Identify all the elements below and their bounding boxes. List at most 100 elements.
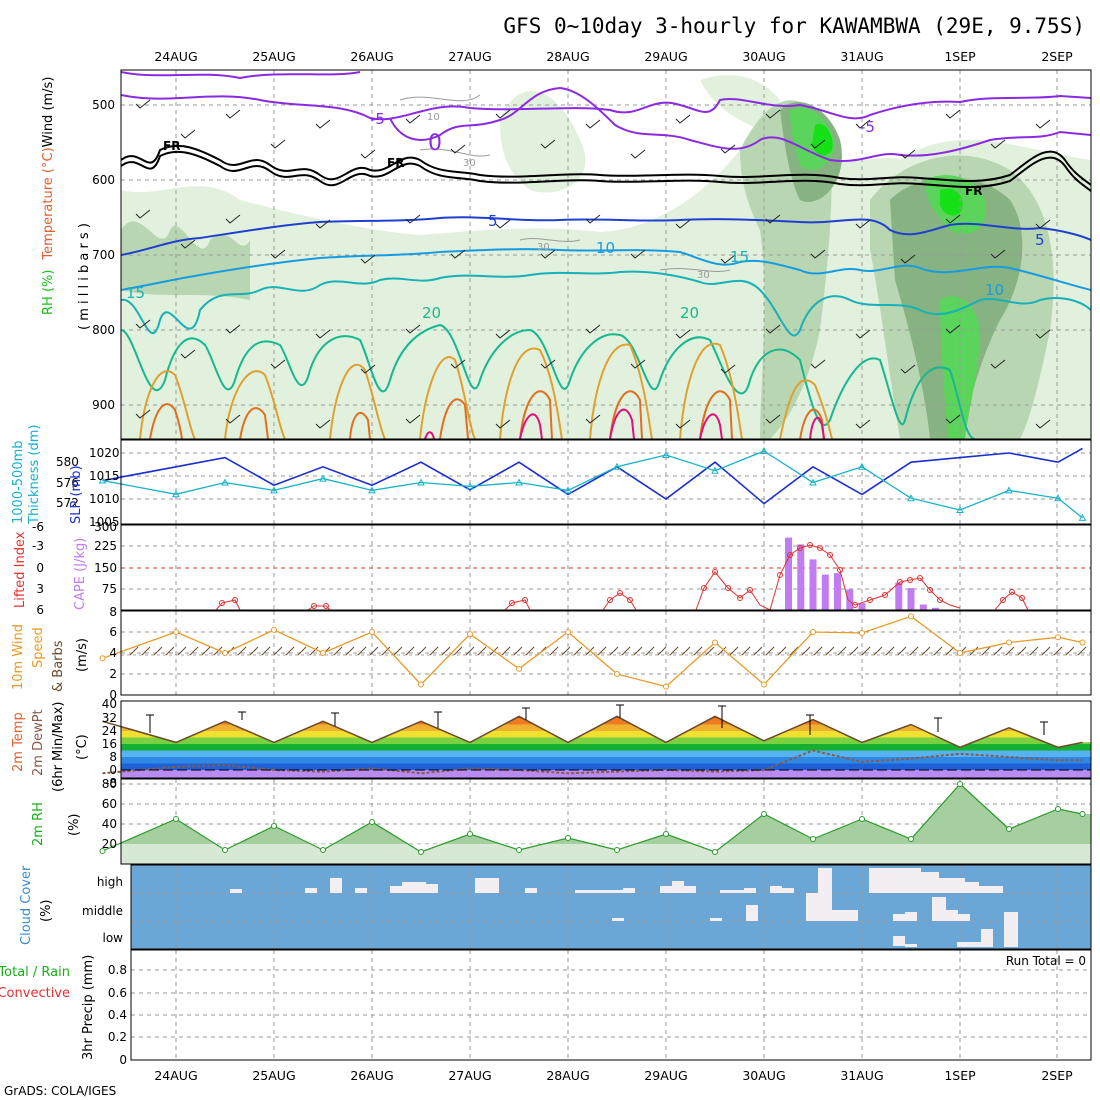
wind-tick-label: 2	[109, 667, 117, 681]
thickness-marker	[1054, 494, 1062, 502]
rh-region-bright	[812, 124, 833, 156]
cloud-ylabel: Cloud Cover	[19, 865, 34, 945]
wind-speed-marker	[516, 665, 522, 672]
contour-label: 5	[488, 212, 498, 230]
top-date-label: 30AUG	[742, 49, 785, 64]
y-tick-label: 600	[92, 173, 115, 187]
cape-bar	[907, 588, 915, 610]
chart-title: GFS 0~10day 3-hourly for KAWAMBWA (29E, …	[503, 14, 1085, 38]
temp-tick-label: 32	[102, 711, 117, 725]
temp-tick-label: -8	[105, 776, 117, 790]
rh-marker	[565, 835, 571, 841]
contour-label: FR	[965, 184, 982, 198]
thickness-markers	[98, 447, 1087, 521]
temp-ylabel-unit: (°C)	[75, 734, 90, 760]
lifted-tick-label: -3	[32, 539, 44, 553]
upper-grid	[121, 70, 1091, 439]
slp-tick-label: 1010	[89, 492, 120, 506]
lifted-index-ylabel: Lifted Index	[13, 531, 28, 608]
thickness-marker	[270, 486, 278, 494]
precip-tick-label: 0.8	[108, 963, 127, 977]
precip-ticks: 0 0.2 0.4 0.6 0.8	[108, 963, 127, 1067]
rh-region-light	[700, 75, 780, 130]
cloud-level-high: high	[97, 875, 123, 889]
cape-tick-label: 150	[94, 561, 117, 575]
temp-contour-20	[121, 323, 976, 439]
precip-ylabel-1: Total / Rain	[0, 965, 70, 980]
contour-label: 10	[985, 281, 1004, 299]
temp-band	[121, 770, 1091, 778]
lifted-tick-label: 0	[36, 561, 44, 575]
wind-speed-marker	[614, 671, 620, 677]
cape-bar	[895, 582, 903, 610]
wind-speed-marker	[271, 626, 277, 633]
rh-marker	[369, 819, 375, 825]
precip-ylabel-2: Convective	[0, 986, 70, 1001]
wind-speed-marker	[663, 683, 669, 690]
cape-ylabel: CAPE (J/kg)	[73, 538, 88, 610]
wind-speed-marker	[222, 650, 228, 656]
cape-bar	[797, 544, 805, 610]
thickness-marker	[907, 494, 915, 502]
ylabel-temp: Temperature (°C)	[41, 147, 56, 260]
wind-tick-label: 0	[109, 688, 117, 702]
cape-bar	[919, 604, 927, 610]
precip-grid	[131, 950, 1091, 1060]
thickness-marker	[368, 486, 376, 494]
y-tick-label: 700	[92, 248, 115, 262]
precip-panel: Run Total = 0 0 0.2 0.4 0.6 0.8 Total / …	[0, 949, 1092, 1067]
rh-marker	[908, 836, 914, 842]
wind-tick-label: 8	[109, 605, 117, 619]
cape-tick-label: 300	[94, 520, 117, 534]
contour-label: 15	[126, 284, 145, 302]
temp2m-panel: -8 0 8 16 24 32 40 2m Temp 2m DewPt (6hr…	[11, 697, 1092, 792]
bottom-date-label: 24AUG	[154, 1068, 197, 1083]
y-tick-label: 900	[92, 398, 115, 412]
thickness-tick-label: 576	[56, 476, 79, 490]
wind10m-panel: 0 2 4 6 8 10m Wind Speed & Barbs (m/s)	[11, 605, 1092, 702]
precip-tick-label: 0	[119, 1053, 127, 1067]
slp-tick-label: 1005	[89, 515, 120, 529]
rh-tick-label: 80	[102, 777, 117, 791]
temp-band	[121, 724, 1091, 731]
bottom-date-label: 29AUG	[644, 1068, 687, 1083]
rh-ylabel: 2m RH	[31, 802, 46, 846]
cape-bar	[821, 574, 829, 610]
top-date-label: 27AUG	[448, 49, 491, 64]
thickness-marker	[172, 490, 180, 498]
wind-speed-marker	[1079, 639, 1086, 646]
y-tick-label: 500	[92, 98, 115, 112]
top-date-label: 28AUG	[546, 49, 589, 64]
lifted-tick-label: -6	[32, 520, 44, 534]
rh-marker	[467, 831, 473, 837]
minmax-bars	[146, 704, 1048, 735]
wind-speed-marker	[369, 629, 375, 635]
rh-tick-label: 20	[102, 837, 117, 851]
rh-marker	[957, 781, 963, 787]
wind-speed-marker	[565, 629, 571, 635]
wind-speed-marker	[761, 681, 767, 688]
cloud-level-low: low	[103, 931, 124, 945]
rh-markers	[99, 781, 1086, 855]
ylabel-wind: Wind (m/s)	[41, 77, 56, 148]
thickness-marker	[662, 450, 670, 458]
wind-speed-marker	[418, 681, 424, 688]
rh-region-light	[121, 114, 1091, 439]
thickness-marker	[858, 462, 866, 470]
temp-ylabel-3: (6hr Min/Max)	[51, 702, 66, 792]
ylabel-rh: RH (%)	[41, 270, 56, 315]
contour-label: FR	[163, 139, 180, 153]
contour-label: 20	[422, 304, 441, 322]
rh-marker	[222, 847, 228, 853]
contour-labels: -5 0 5 10 15 20 30 10 30 30 FR FR FR -5 …	[126, 110, 1045, 322]
rh-marker	[859, 816, 865, 822]
thickness-ylabel: Thickness (dm)	[27, 425, 42, 525]
upper-wind-barbs	[135, 99, 1051, 429]
cloud-low-bars	[893, 921, 1018, 947]
top-date-label: 29AUG	[644, 49, 687, 64]
contour-label: 30	[697, 270, 710, 281]
y-tick-label: 800	[92, 323, 115, 337]
wind-ylabel-unit: (m/s)	[75, 638, 90, 672]
wind-tick-label: 6	[109, 625, 117, 639]
